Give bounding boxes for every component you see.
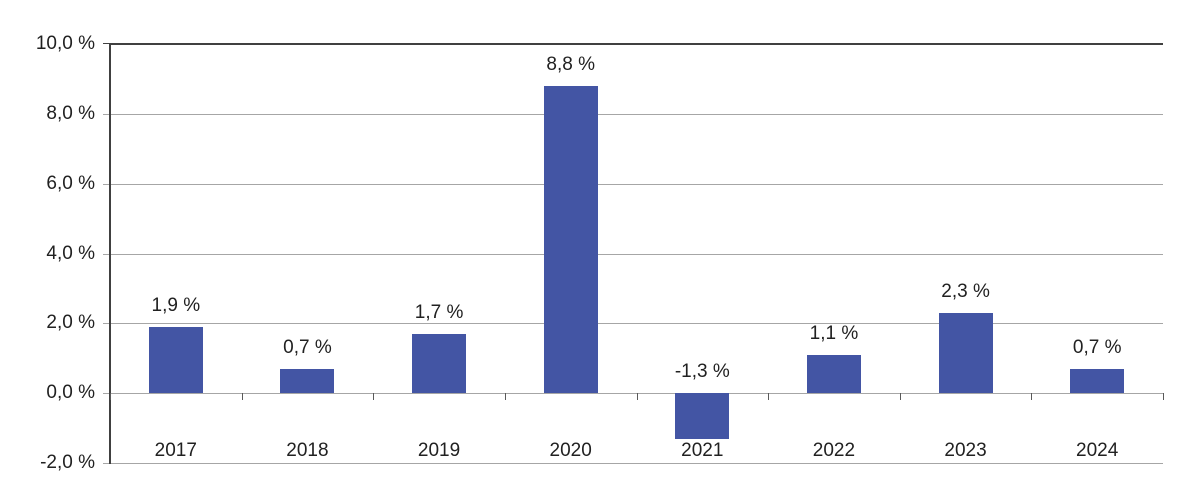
x-axis-tick (636, 393, 638, 401)
y-axis-label: 0,0 % (46, 382, 95, 404)
bar-2021 (675, 393, 730, 439)
x-axis-label: 2019 (417, 440, 461, 461)
y-axis-label: 8,0 % (46, 102, 95, 124)
x-axis-label: 2020 (549, 440, 592, 461)
x-axis-tick (768, 393, 770, 401)
gridline (110, 113, 1163, 115)
y-axis-label: 4,0 % (46, 242, 95, 264)
y-axis-label: 2,0 % (46, 312, 95, 334)
y-axis-line (109, 44, 111, 464)
x-axis-label: 2024 (1076, 440, 1119, 461)
x-axis-label: 2017 (154, 440, 197, 461)
x-axis-label: 2022 (812, 440, 856, 461)
bar-2017 (148, 326, 203, 394)
y-axis-tick (103, 393, 110, 395)
gridline (110, 253, 1163, 255)
bar-2024 (1070, 368, 1125, 394)
y-axis-tick (103, 323, 110, 325)
bar-2020 (543, 85, 598, 394)
y-axis-tick (103, 113, 110, 115)
gridline (110, 183, 1163, 185)
y-axis-label: -2,0 % (40, 452, 95, 473)
bar-value-label: -1,3 % (674, 361, 730, 383)
y-axis-tick (103, 463, 110, 464)
bar-value-label: 1,1 % (809, 322, 859, 344)
x-axis-tick (373, 393, 375, 401)
x-axis-tick (110, 393, 111, 401)
y-axis-tick (103, 43, 110, 44)
y-axis-label: 10,0 % (35, 33, 95, 54)
bar-value-label: 1,7 % (414, 301, 464, 323)
bar-2022 (806, 354, 861, 394)
x-axis-label: 2021 (681, 440, 724, 461)
bar-value-label: 0,7 % (1072, 336, 1122, 358)
x-axis-label: 2018 (286, 440, 329, 461)
bar-2023 (938, 312, 993, 394)
plot-top-border (110, 43, 1163, 45)
bar-2019 (412, 333, 467, 394)
x-axis-tick (241, 393, 243, 401)
x-axis-label: 2023 (944, 440, 987, 461)
y-axis-label: 6,0 % (46, 172, 95, 194)
bar-value-label: 0,7 % (283, 336, 332, 358)
x-axis-tick (1163, 393, 1164, 401)
gridline (110, 323, 1163, 325)
y-axis-tick (103, 183, 110, 185)
bar-value-label: 1,9 % (151, 294, 201, 316)
bar-2018 (280, 368, 335, 394)
x-axis-tick (899, 393, 901, 401)
x-axis-tick (504, 393, 506, 401)
y-axis-tick (103, 253, 110, 255)
gridline (110, 463, 1163, 464)
x-axis-tick (1031, 393, 1033, 401)
bar-value-label: 2,3 % (941, 280, 990, 302)
bar-value-label: 8,8 % (546, 53, 595, 75)
